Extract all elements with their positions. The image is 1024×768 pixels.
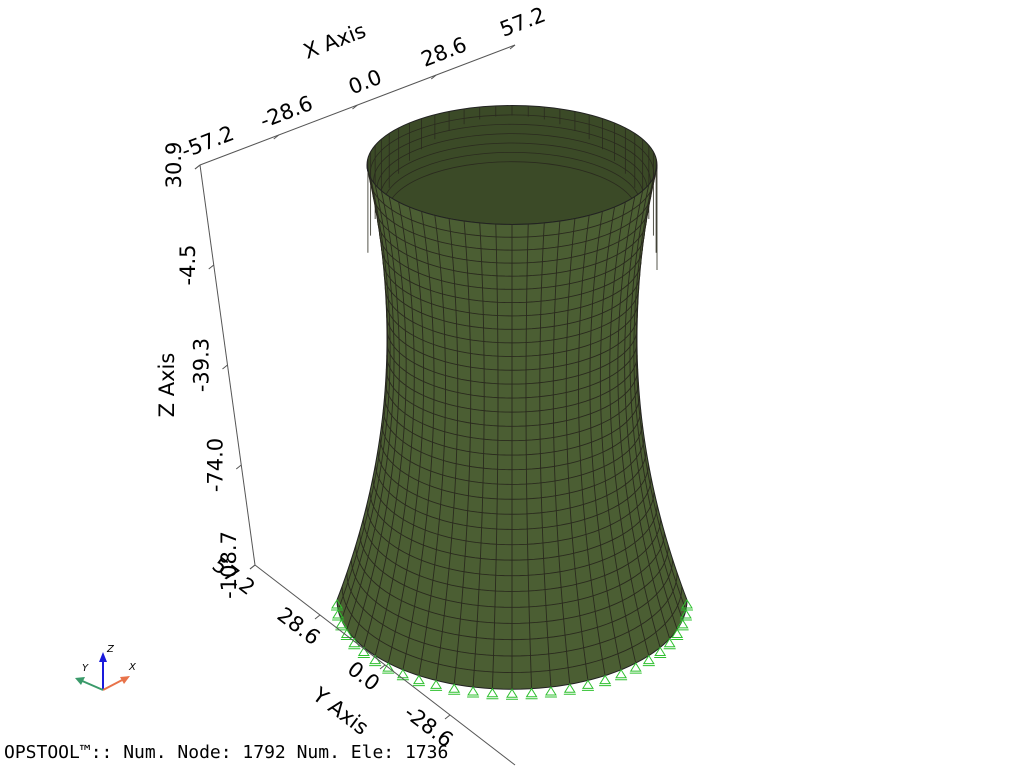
x-axis-title: X Axis xyxy=(300,18,369,64)
x-tick-label: -28.6 xyxy=(257,91,316,133)
support xyxy=(396,668,409,681)
mesh-line xyxy=(565,218,589,681)
tick-mark xyxy=(235,464,242,470)
tick-mark xyxy=(194,164,201,170)
z-axis-title: Z Axis xyxy=(155,353,179,418)
support xyxy=(486,687,499,700)
mesh-line xyxy=(363,196,407,648)
tower-mesh xyxy=(331,105,693,700)
mesh-line xyxy=(435,218,459,681)
mesh-line xyxy=(346,184,395,630)
tick-mark xyxy=(430,74,437,80)
x-tick-label: 0.0 xyxy=(345,65,385,99)
support xyxy=(663,637,676,650)
mesh-line xyxy=(337,171,389,611)
z-tick-label: 30.9 xyxy=(162,142,186,189)
z-tick-label: -4.5 xyxy=(176,245,200,286)
support xyxy=(676,618,689,631)
status-text: OPSTOOL™:: Num. Node: 1792 Num. Ele: 173… xyxy=(4,742,448,763)
mesh-line xyxy=(617,196,661,648)
orientation-z: Z xyxy=(106,644,115,655)
tick-mark xyxy=(273,134,280,140)
support xyxy=(335,618,348,631)
tick-mark xyxy=(444,714,451,720)
tick-mark xyxy=(379,664,386,670)
mesh-line xyxy=(472,222,485,688)
support xyxy=(331,599,343,611)
tick-mark xyxy=(352,104,358,110)
x-tick-label: -57.2 xyxy=(178,121,237,163)
z-tick-label: -74.0 xyxy=(203,438,227,492)
support xyxy=(581,679,594,691)
mesh-line xyxy=(525,224,533,689)
tick-mark xyxy=(222,364,228,370)
tick-mark xyxy=(509,44,516,50)
support xyxy=(671,628,684,640)
x-tick-label: 28.6 xyxy=(418,32,470,71)
mesh-line xyxy=(374,201,415,656)
support xyxy=(332,609,345,621)
support xyxy=(506,688,518,700)
mesh-line xyxy=(629,184,678,630)
support xyxy=(412,674,425,687)
support xyxy=(629,662,642,674)
mesh-line xyxy=(589,211,622,670)
x-tick-label: 57.2 xyxy=(497,2,549,41)
support xyxy=(615,668,628,681)
support xyxy=(357,646,370,658)
mesh-line xyxy=(633,178,684,621)
mesh-line xyxy=(418,215,446,676)
orientation-widget: Z X Y xyxy=(75,644,137,691)
mesh-line xyxy=(624,190,671,639)
mesh-line xyxy=(491,224,499,689)
tick-mark xyxy=(314,614,321,620)
mesh-line xyxy=(353,190,400,639)
mesh-line xyxy=(599,206,637,664)
mesh-line xyxy=(387,206,425,664)
tick-mark xyxy=(208,264,215,270)
support xyxy=(563,683,576,695)
mesh-line xyxy=(539,222,552,688)
support xyxy=(544,686,557,698)
mesh-line xyxy=(609,201,650,656)
y-tick-label: 28.6 xyxy=(273,603,325,650)
mesh-line xyxy=(373,123,651,225)
orientation-x: X xyxy=(128,662,137,673)
mesh-line xyxy=(340,178,391,621)
support xyxy=(681,599,693,611)
y-tick-label: 0.0 xyxy=(343,657,384,696)
support xyxy=(382,662,395,674)
support xyxy=(525,687,538,700)
mesh-line xyxy=(578,215,606,676)
support xyxy=(642,654,655,667)
support xyxy=(679,609,692,621)
support xyxy=(467,686,480,698)
mesh-line xyxy=(453,221,472,685)
tick-mark xyxy=(249,564,256,570)
mesh-line xyxy=(635,171,687,611)
mesh-line xyxy=(552,221,571,685)
support xyxy=(654,646,667,658)
mesh-line xyxy=(402,211,435,670)
z-tick-label: -108.7 xyxy=(217,531,241,599)
support xyxy=(448,683,461,695)
orientation-y: Y xyxy=(82,663,89,674)
support xyxy=(430,679,443,691)
mesh-line xyxy=(369,114,655,225)
support xyxy=(599,674,612,687)
tower-interior xyxy=(366,105,658,225)
z-tick-label: -39.3 xyxy=(190,338,214,392)
